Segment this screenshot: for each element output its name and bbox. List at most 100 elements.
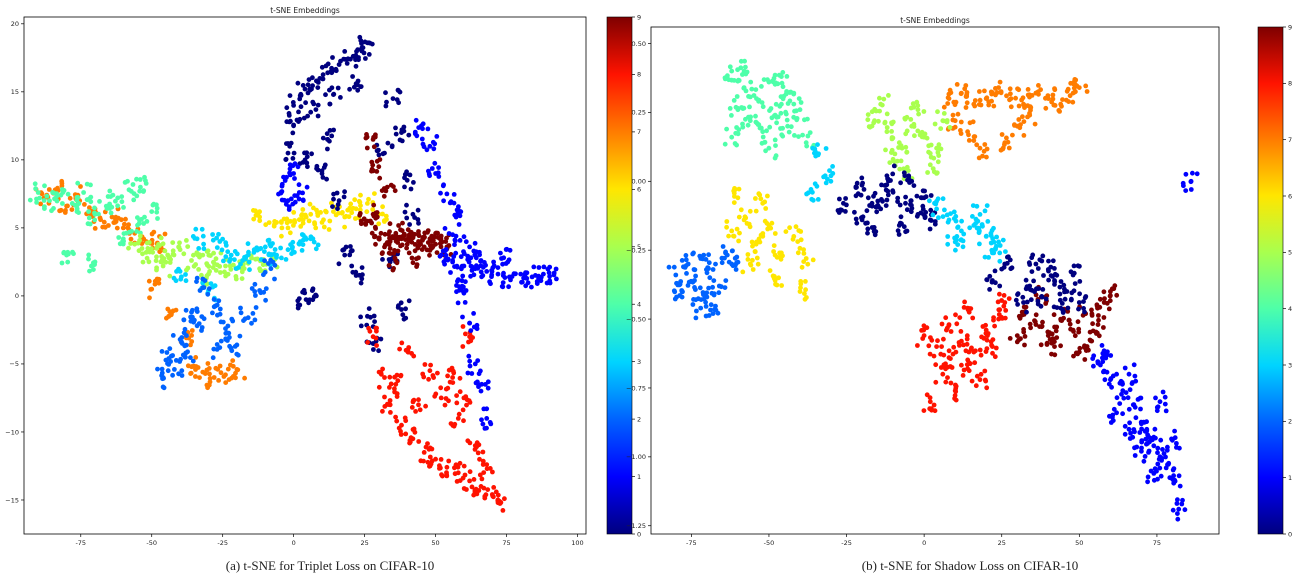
data-point	[1058, 279, 1064, 284]
data-point	[193, 374, 198, 379]
data-point	[402, 172, 408, 177]
data-point	[184, 267, 189, 273]
data-point	[986, 102, 992, 108]
data-point	[898, 180, 903, 186]
data-point	[807, 130, 813, 136]
data-point	[683, 263, 689, 269]
data-point	[35, 190, 41, 195]
data-point	[263, 297, 268, 303]
data-point	[875, 198, 881, 204]
data-point	[310, 297, 316, 303]
data-point	[454, 479, 460, 484]
data-point	[480, 421, 486, 427]
data-point	[74, 209, 80, 215]
data-point	[207, 376, 213, 381]
data-point	[697, 285, 703, 291]
data-point	[683, 257, 689, 263]
data-point	[1050, 92, 1056, 98]
data-point	[1045, 329, 1051, 335]
x-tick-label: -75	[75, 539, 86, 547]
data-point	[446, 367, 452, 373]
data-point	[500, 284, 506, 290]
data-point	[478, 388, 484, 394]
data-point	[299, 248, 305, 253]
data-point	[249, 286, 255, 291]
data-point	[828, 178, 834, 184]
data-point	[435, 170, 441, 176]
data-point	[287, 230, 293, 236]
data-point	[425, 228, 431, 234]
data-point	[426, 168, 431, 174]
data-point	[191, 252, 196, 258]
data-point	[188, 314, 194, 320]
data-point	[1077, 263, 1082, 269]
data-point	[320, 72, 326, 78]
data-point	[924, 325, 930, 331]
data-point	[724, 224, 729, 230]
data-point	[984, 233, 989, 239]
data-point	[736, 214, 742, 220]
data-point	[376, 152, 382, 158]
data-point	[798, 281, 804, 287]
data-point	[963, 105, 969, 110]
data-point	[869, 225, 875, 230]
data-point	[940, 214, 946, 220]
data-point	[919, 134, 925, 140]
data-point	[895, 195, 901, 201]
data-point	[1006, 145, 1012, 151]
data-point	[750, 243, 755, 249]
data-point	[729, 228, 735, 234]
data-point	[344, 61, 350, 66]
data-point	[360, 45, 366, 51]
data-point	[454, 283, 459, 288]
data-point	[803, 287, 808, 293]
data-point	[438, 190, 443, 196]
data-point	[303, 100, 308, 106]
data-point	[911, 104, 917, 110]
data-point	[220, 236, 226, 242]
data-point	[151, 201, 157, 207]
data-point	[1122, 431, 1128, 437]
data-point	[419, 136, 425, 142]
data-point	[1003, 249, 1008, 255]
data-point	[299, 213, 304, 218]
data-point	[996, 239, 1001, 245]
data-point	[479, 417, 484, 423]
data-point	[1050, 258, 1056, 264]
data-point	[1062, 296, 1068, 302]
data-point	[263, 286, 269, 291]
data-point	[383, 103, 389, 109]
data-point	[81, 190, 86, 195]
data-point	[978, 371, 984, 377]
data-point	[206, 264, 212, 269]
data-point	[887, 160, 893, 166]
data-point	[706, 285, 711, 291]
data-point	[406, 298, 412, 304]
data-point	[529, 284, 534, 290]
data-point	[471, 477, 477, 482]
data-point	[679, 258, 685, 263]
data-point	[947, 87, 953, 93]
data-point	[675, 282, 681, 288]
data-point	[143, 250, 149, 255]
data-point	[137, 233, 143, 239]
data-point	[738, 58, 744, 64]
data-point	[54, 191, 59, 197]
data-point	[189, 258, 194, 263]
data-point	[778, 256, 784, 262]
data-point	[980, 324, 986, 329]
data-point	[716, 290, 722, 296]
data-point	[305, 164, 310, 170]
data-point	[967, 306, 972, 311]
data-point	[1052, 87, 1058, 93]
data-point	[400, 220, 405, 226]
data-point	[1071, 85, 1077, 91]
data-point	[765, 226, 771, 232]
data-point	[1058, 343, 1063, 349]
data-point	[296, 196, 302, 202]
data-point	[1154, 408, 1160, 414]
data-point	[290, 130, 296, 136]
data-point	[776, 275, 781, 281]
data-point	[1048, 273, 1054, 278]
data-point	[364, 134, 370, 140]
